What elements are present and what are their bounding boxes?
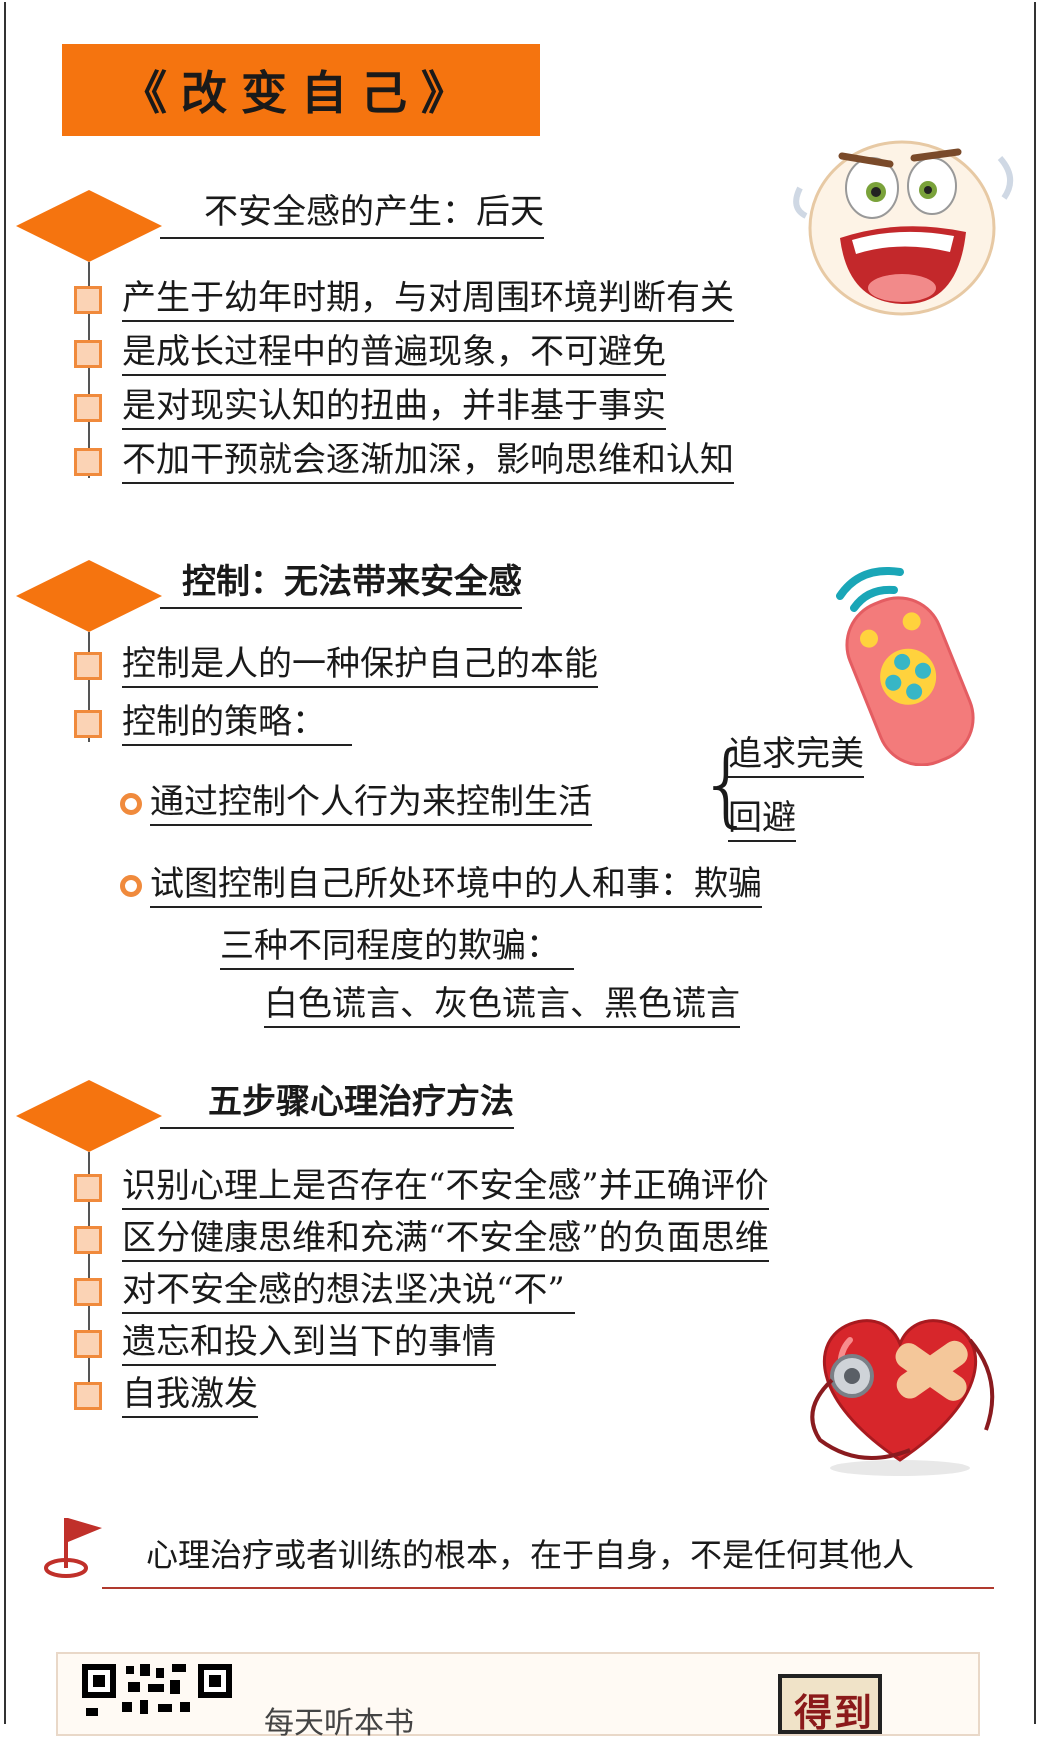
brace-icon: {: [698, 732, 756, 837]
conclusion-underline: [102, 1587, 994, 1589]
page-frame: [4, 2, 1036, 1724]
section-2-connector: [88, 632, 90, 742]
strategy-item: 通过控制个人行为来控制生活: [120, 782, 592, 826]
list-item: 识别心理上是否存在“不安全感”并正确评价: [74, 1166, 769, 1210]
section-3-diamond-icon: [16, 1080, 162, 1152]
section-1-heading: 不安全感的产生：后天: [160, 184, 544, 239]
list-item: 控制是人的一种保护自己的本能: [74, 644, 598, 688]
page-title: 《改变自己》: [121, 66, 481, 120]
list-item: 是对现实认知的扭曲，并非基于事实: [74, 386, 666, 430]
bullet-square-icon: [74, 286, 102, 314]
deception-types: 白色谎言、灰色谎言、黑色谎言: [264, 984, 740, 1028]
bullet-square-icon: [74, 1226, 102, 1254]
section-3-connector: [88, 1152, 90, 1402]
section-1-connector: [88, 262, 90, 478]
list-item: 是成长过程中的普遍现象，不可避免: [74, 332, 666, 376]
branch-item: 追求完美: [728, 734, 864, 778]
strategy-item: 试图控制自己所处环境中的人和事：欺骗: [120, 864, 762, 908]
bullet-square-icon: [74, 1382, 102, 1410]
heart-stethoscope-icon: [810, 1319, 995, 1476]
scared-face-icon: [793, 140, 1013, 316]
bullet-circle-icon: [120, 793, 142, 815]
qr-code-icon: [82, 1664, 232, 1716]
list-item: 对不安全感的想法坚决说“不”: [74, 1270, 575, 1314]
footer-box: 每天听本书 得到: [56, 1652, 980, 1741]
section-2-heading: 控制：无法带来安全感: [160, 554, 522, 609]
list-item: 不加干预就会逐渐加深，影响思维和认知: [74, 440, 734, 484]
list-item: 自我激发: [74, 1374, 258, 1418]
conclusion-text: 心理治疗或者训练的根本，在于自身，不是任何其他人: [146, 1536, 915, 1574]
deception-title: 三种不同程度的欺骗：: [220, 926, 574, 970]
list-item: 区分健康思维和充满“不安全感”的负面思维: [74, 1218, 769, 1262]
footer-left-text: 每天听本书: [264, 1706, 414, 1741]
bullet-square-icon: [74, 1174, 102, 1202]
bullet-square-icon: [74, 448, 102, 476]
bullet-square-icon: [74, 652, 102, 680]
flag-icon: [44, 1518, 102, 1578]
title-banner: 《改变自己》: [62, 44, 540, 136]
section-2-diamond-icon: [16, 560, 162, 632]
section-1-diamond-icon: [16, 190, 162, 262]
logo-badge: 得到: [778, 1674, 882, 1735]
bullet-square-icon: [74, 340, 102, 368]
bullet-square-icon: [74, 394, 102, 422]
bullet-square-icon: [74, 1330, 102, 1358]
branch-item: 回避: [728, 798, 796, 842]
section-3-heading: 五步骤心理治疗方法: [160, 1074, 514, 1129]
list-item: 控制的策略：: [74, 702, 352, 746]
list-item: 产生于幼年时期，与对周围环境判断有关: [74, 278, 734, 322]
logo-text: 得到: [794, 1690, 875, 1735]
remote-control-icon: [836, 567, 975, 766]
list-item: 遗忘和投入到当下的事情: [74, 1322, 496, 1366]
bullet-square-icon: [74, 1278, 102, 1306]
bullet-circle-icon: [120, 875, 142, 897]
bullet-square-icon: [74, 710, 102, 738]
